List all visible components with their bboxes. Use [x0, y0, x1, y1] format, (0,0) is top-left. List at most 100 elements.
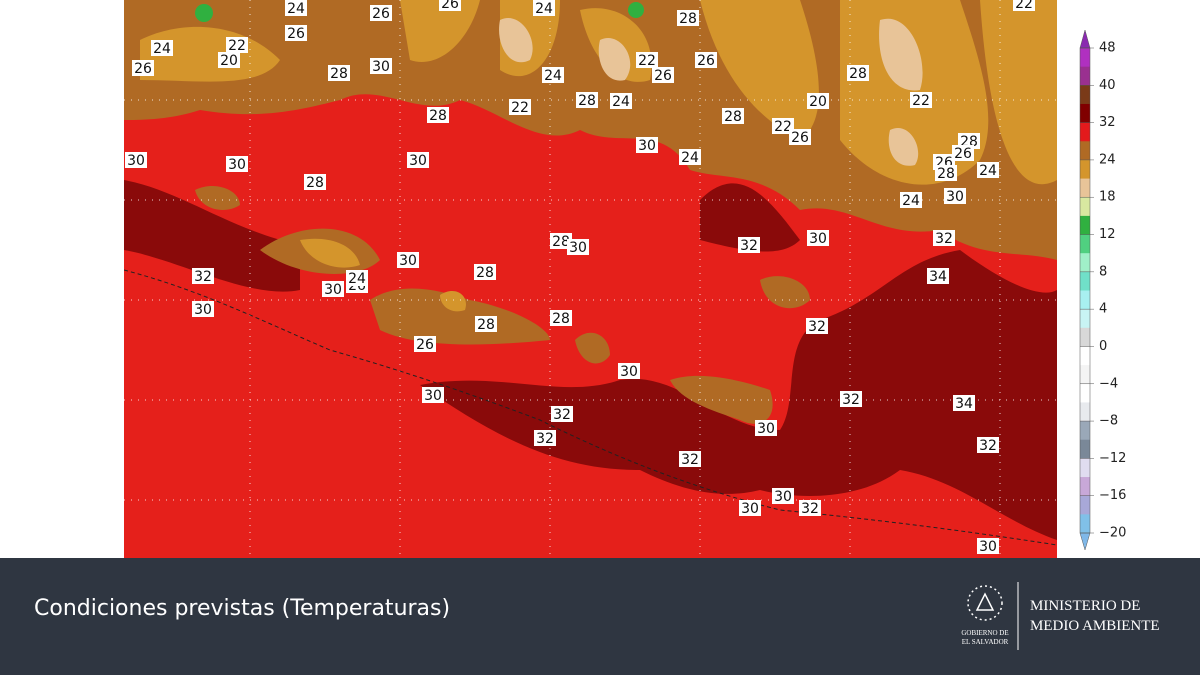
contour-label-text: 34: [955, 396, 973, 412]
contour-label: 22: [1013, 0, 1035, 12]
contour-label: 32: [799, 500, 821, 517]
contour-label-box: [550, 310, 572, 326]
colorbar-segment: [1080, 197, 1090, 217]
contour-label: 30: [618, 363, 640, 380]
contour-label-box: [944, 188, 966, 204]
contour-label-box: [151, 40, 173, 56]
contour-label: 22: [226, 37, 248, 54]
colorbar-tick-label: 48: [1099, 41, 1116, 56]
contour-label-text: 30: [569, 240, 587, 256]
contour-label-text: 30: [424, 388, 442, 404]
contour-label: 20: [807, 93, 829, 110]
contour-label-box: [953, 395, 975, 411]
colorbar-segment: [1080, 234, 1090, 254]
contour-label-box: [576, 92, 598, 108]
colorbar-tick-label: −4: [1099, 376, 1118, 391]
contour-label-text: 32: [553, 407, 571, 423]
contour-label-text: 32: [935, 231, 953, 247]
temperature-map: [124, 0, 1057, 558]
contour-label: 30: [567, 239, 589, 256]
contour-label: 26: [132, 60, 154, 77]
contour-label-text: 28: [429, 108, 447, 124]
contour-label-text: 26: [697, 53, 715, 69]
contour-label-box: [739, 500, 761, 516]
contour-label: 30: [755, 420, 777, 437]
contour-label-box: [636, 52, 658, 68]
contour-label-text: 32: [808, 319, 826, 335]
contour-label-box: [346, 270, 368, 286]
contour-label-box: [226, 37, 248, 53]
contour-label: 32: [534, 430, 556, 447]
contour-label: 32: [806, 318, 828, 335]
contour-label-box: [977, 437, 999, 453]
contour-label-text: 28: [937, 166, 955, 182]
colorbar-segment: [1080, 402, 1090, 422]
colorbar-tick-label: 4: [1099, 302, 1107, 317]
footer-background: [0, 558, 1200, 675]
contour-label: 32: [738, 237, 760, 254]
contour-label-text: 26: [134, 61, 152, 77]
contour-label-text: 30: [399, 253, 417, 269]
contour-label-box: [1013, 0, 1035, 11]
contour-label: 22: [509, 99, 531, 116]
colorbar-segment: [1080, 309, 1090, 329]
contour-label-text: 30: [324, 282, 342, 298]
contour-label: 30: [977, 538, 999, 555]
colorbar-tick-label: 32: [1099, 115, 1116, 130]
contour-label-box: [927, 268, 949, 284]
contour-label-text: 24: [535, 1, 553, 17]
contour-label: 28: [328, 65, 350, 82]
contour-label: 26: [370, 5, 392, 22]
contour-label: 32: [977, 437, 999, 454]
contour-label: 28: [677, 10, 699, 27]
contour-label-box: [422, 387, 444, 403]
contour-label: 34: [953, 395, 975, 412]
contour-label: 24: [977, 162, 999, 179]
contour-label-text: 28: [476, 265, 494, 281]
colorbar-segment: [1080, 421, 1090, 441]
colorbar-segment: [1080, 178, 1090, 198]
contour-label: 22: [772, 118, 794, 135]
government-line: GOBIERNO DE: [961, 629, 1008, 637]
contour-label-text: 22: [511, 100, 529, 116]
contour-label-text: 24: [544, 68, 562, 84]
contour-label: 28: [427, 107, 449, 124]
contour-label-text: 32: [979, 438, 997, 454]
contour-label-box: [414, 336, 436, 352]
contour-label-box: [807, 230, 829, 246]
contour-label-text: 30: [620, 364, 638, 380]
contour-label-box: [772, 118, 794, 134]
colorbar-segment: [1080, 141, 1090, 161]
contour-label-text: 32: [740, 238, 758, 254]
contour-label: 28: [550, 233, 572, 250]
contour-label-box: [226, 156, 248, 172]
contour-label: 24: [346, 270, 368, 287]
contour-label-text: 30: [809, 231, 827, 247]
contour-label: 30: [125, 152, 147, 169]
contour-label-text: 32: [536, 431, 554, 447]
contour-label-text: 24: [902, 193, 920, 209]
contour-label: 32: [551, 406, 573, 423]
contour-label-box: [285, 25, 307, 41]
contour-label: 26: [952, 145, 974, 162]
ministry-line: MEDIO AMBIENTE: [1030, 618, 1160, 634]
contour-label: 30: [944, 188, 966, 205]
contour-label-box: [679, 149, 701, 165]
contour-label-box: [192, 268, 214, 284]
contour-label-text: 22: [774, 119, 792, 135]
colorbar-segment: [1080, 48, 1090, 68]
colorbar-segment: [1080, 66, 1090, 86]
contour-label-box: [370, 58, 392, 74]
contour-label: 30: [397, 252, 419, 269]
contour-label: 32: [840, 391, 862, 408]
contour-label-box: [370, 5, 392, 21]
contour-label: 26: [652, 67, 674, 84]
contour-label-box: [977, 538, 999, 554]
contour-label-text: 28: [552, 234, 570, 250]
contour-label-box: [677, 10, 699, 26]
contour-label-box: [806, 318, 828, 334]
contour-label-box: [132, 60, 154, 76]
contour-label-box: [328, 65, 350, 81]
contour-label: 32: [933, 230, 955, 247]
contour-label-text: 34: [929, 269, 947, 285]
